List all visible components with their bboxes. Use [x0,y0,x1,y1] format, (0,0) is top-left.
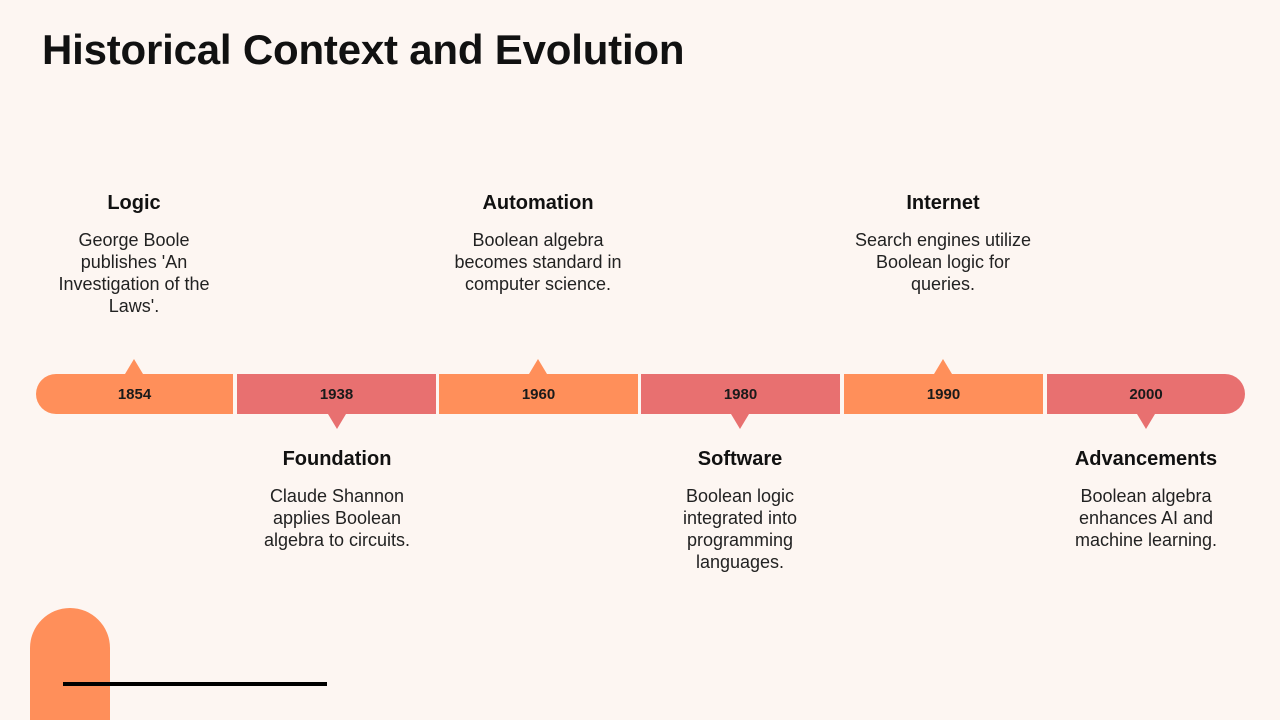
timeline-segment-1990: 1990 [844,374,1043,414]
year-label: 1938 [319,385,354,403]
year-label: 1960 [521,385,556,403]
event-title: Software [697,448,783,470]
year-label: 1980 [723,385,758,403]
event-title: Internet [906,192,980,214]
event-description: Boolean algebra becomes standard in comp… [454,230,622,294]
event-description: Boolean logic integrated into programmin… [682,486,798,572]
year-label: 1854 [117,385,152,403]
pointer-up-marker [934,359,952,374]
event-logic: Logic George Boole publishes 'An Investi… [39,191,229,317]
year-label: 1990 [926,385,961,403]
event-description: George Boole publishes 'An Investigation… [58,230,210,316]
year-label: 2000 [1129,385,1163,403]
decorative-pill-shape [30,608,110,720]
timeline-segment-1854: 1854 [36,374,233,414]
timeline-segment-1980: 1980 [641,374,840,414]
timeline-bar: 1854 1938 1960 1980 1990 2000 [36,359,1245,429]
event-title: Logic [107,192,161,214]
event-description: Claude Shannon applies Boolean algebra t… [263,486,411,550]
pointer-down-marker [1137,414,1155,429]
pointer-down-marker [731,414,749,429]
slide-title: Historical Context and Evolution [42,26,685,73]
event-title: Advancements [1074,448,1218,470]
pointer-up-marker [529,359,547,374]
event-software: Software Boolean logic integrated into p… [645,447,835,573]
pointer-up-marker [125,359,143,374]
timeline-segment-1938: 1938 [237,374,436,414]
event-description: Boolean algebra enhances AI and machine … [1074,486,1218,550]
event-description: Search engines utilize Boolean logic for… [854,230,1032,294]
decorative-underline [63,682,327,686]
event-automation: Automation Boolean algebra becomes stand… [443,191,633,295]
event-advancements: Advancements Boolean algebra enhances AI… [1051,447,1241,551]
event-title: Foundation [282,448,392,470]
pointer-down-marker [328,414,346,429]
event-title: Automation [482,192,594,214]
timeline-segment-2000: 2000 [1047,374,1245,414]
event-foundation: Foundation Claude Shannon applies Boolea… [242,447,432,551]
event-internet: Internet Search engines utilize Boolean … [848,191,1038,295]
timeline-segment-1960: 1960 [439,374,638,414]
